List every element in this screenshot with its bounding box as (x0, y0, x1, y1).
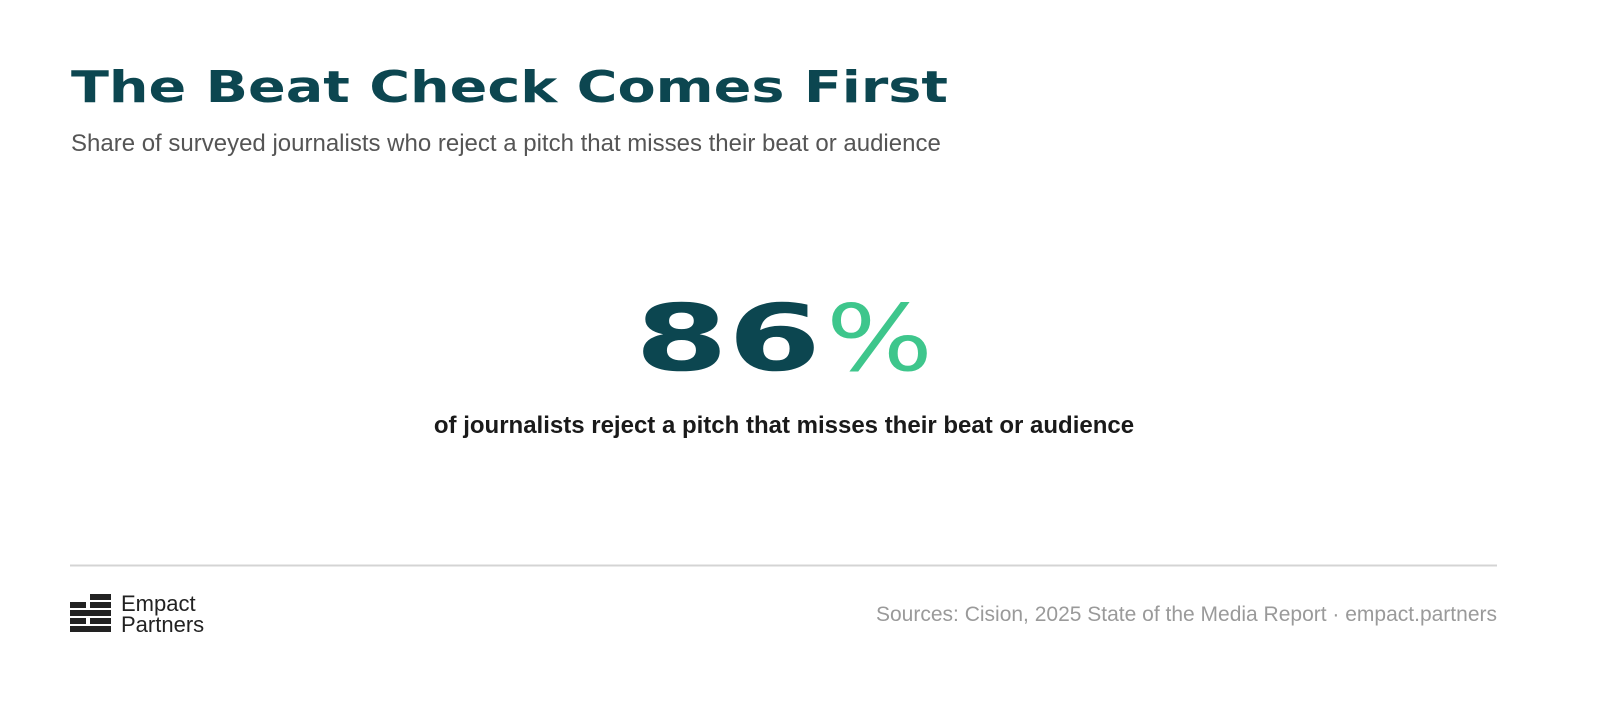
subtitle: Share of surveyed journalists who reject… (71, 130, 941, 157)
logo-stripe (90, 594, 111, 600)
logo-text: Empact (121, 591, 196, 616)
logo-stripe (70, 602, 86, 608)
stat-caption: of journalists reject a pitch that misse… (434, 412, 1134, 439)
logo-stripe (70, 626, 111, 632)
logo-icon (70, 594, 111, 632)
logo-stripe (90, 618, 111, 624)
stat-unit: % (826, 285, 933, 392)
logo-text: Partners (121, 612, 204, 637)
title: The Beat Check Comes First (71, 62, 948, 113)
logo-stripe (90, 602, 111, 608)
logo-stripe (70, 610, 111, 616)
logo-stripe (70, 618, 86, 624)
source: Sources: Cision, 2025 State of the Media… (876, 603, 1497, 626)
stat-value: 86 (635, 285, 821, 392)
